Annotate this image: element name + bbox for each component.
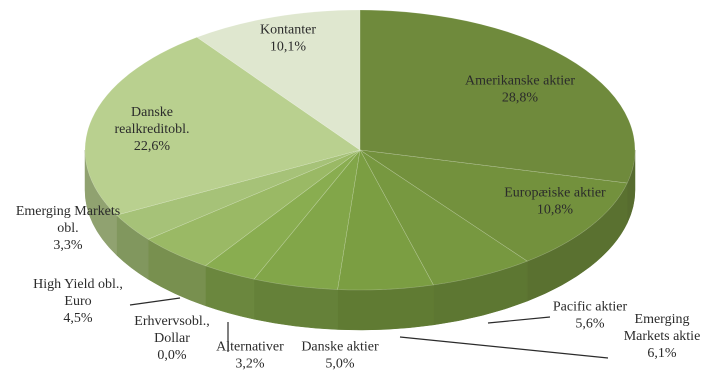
slice-label: Europæiske aktier 10,8% <box>504 186 606 218</box>
pie-slice <box>147 149 361 267</box>
pie-slice <box>253 148 361 290</box>
pie-side-4 <box>337 284 434 331</box>
pie-slice <box>337 149 434 291</box>
pie-slice <box>115 149 361 240</box>
slice-label: Pacific aktier 5,6% <box>553 300 628 332</box>
slice-label: Emerging Markets obl. 3,3% <box>16 204 120 253</box>
leader-line <box>399 336 609 359</box>
slice-label: Kontanter 10,1% <box>260 23 316 55</box>
slice-label: High Yield obl., Euro 4,5% <box>33 277 123 326</box>
slice-label: Emerging Markets aktie 6,1% <box>624 312 701 361</box>
pie-sides <box>84 149 636 331</box>
pie-slice <box>204 149 361 280</box>
slice-label: Danske aktier 5,0% <box>301 340 379 372</box>
pie-slice <box>84 36 361 216</box>
leader-line <box>487 316 551 324</box>
pie-slice <box>359 9 636 184</box>
slice-label: Alternativer 3,2% <box>216 340 284 372</box>
leader-lines <box>129 297 609 359</box>
leader-line <box>129 297 181 306</box>
pie-slice <box>196 9 361 151</box>
pie-slice <box>359 149 628 262</box>
slice-label: Danske realkreditobl. 22,6% <box>114 105 189 154</box>
slice-label: Amerikanske aktier 28,8% <box>465 74 575 106</box>
slice-label: Erhvervsobl., Dollar 0,0% <box>134 314 209 363</box>
pie-slice <box>359 149 528 286</box>
slice-labels: Amerikanske aktier 28,8% Europæiske aktier… <box>16 23 700 372</box>
pie-slices <box>84 9 636 291</box>
